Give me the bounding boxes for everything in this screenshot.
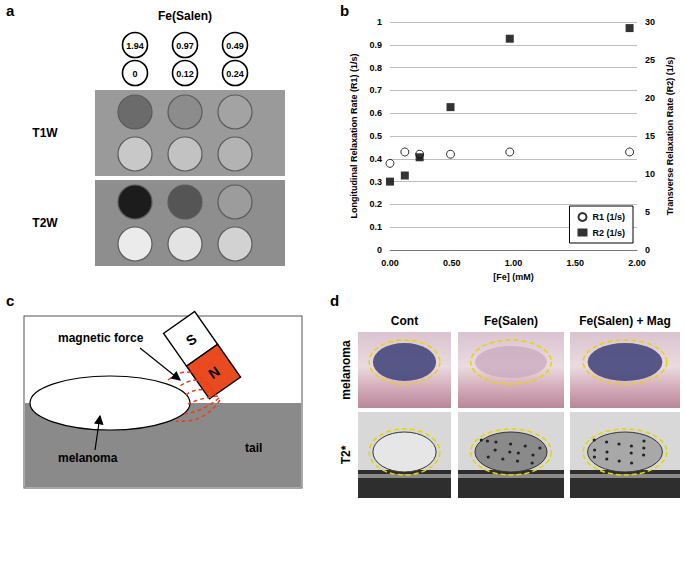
svg-text:0.9: 0.9 (369, 40, 382, 50)
svg-text:tail: tail (245, 441, 262, 455)
svg-text:0.3: 0.3 (369, 177, 382, 187)
svg-text:Longitudinal Relaxation Rate (: Longitudinal Relaxation Rate (R1) (1/s) (349, 53, 359, 218)
svg-text:Fe(Salen): Fe(Salen) (484, 314, 538, 328)
svg-text:1.94: 1.94 (126, 41, 144, 51)
svg-text:T2*: T2* (339, 445, 353, 464)
svg-text:0.12: 0.12 (176, 69, 194, 79)
svg-text:R2 (1/s): R2 (1/s) (592, 228, 625, 238)
svg-text:25: 25 (645, 55, 655, 65)
svg-text:Cont: Cont (391, 314, 418, 328)
svg-text:0.8: 0.8 (369, 63, 382, 73)
svg-text:0: 0 (645, 245, 650, 255)
svg-text:0.1: 0.1 (369, 222, 382, 232)
svg-text:[Fe] (mM): [Fe] (mM) (493, 272, 534, 282)
svg-text:magnetic force: magnetic force (58, 331, 144, 345)
svg-text:2.00: 2.00 (628, 258, 646, 268)
svg-text:R1 (1/s): R1 (1/s) (592, 212, 625, 222)
svg-text:b: b (340, 2, 349, 19)
svg-text:melanoma: melanoma (58, 451, 118, 465)
svg-text:Fe(Salen): Fe(Salen) (158, 9, 212, 23)
svg-text:0.00: 0.00 (381, 258, 399, 268)
svg-text:melanoma: melanoma (339, 340, 353, 400)
svg-text:T2W: T2W (32, 216, 58, 230)
svg-text:1.50: 1.50 (566, 258, 584, 268)
svg-text:d: d (330, 292, 339, 309)
svg-text:0.5: 0.5 (369, 131, 382, 141)
svg-text:0.6: 0.6 (369, 108, 382, 118)
svg-text:0.7: 0.7 (369, 85, 382, 95)
svg-text:0.50: 0.50 (443, 258, 461, 268)
svg-text:Fe(Salen) + Mag: Fe(Salen) + Mag (579, 314, 671, 328)
svg-text:0.24: 0.24 (226, 69, 244, 79)
svg-text:T1W: T1W (32, 126, 58, 140)
svg-text:0: 0 (132, 69, 137, 79)
svg-text:0.97: 0.97 (176, 41, 194, 51)
svg-text:30: 30 (645, 17, 655, 27)
svg-text:0.49: 0.49 (226, 41, 244, 51)
svg-text:Transverse Relaxation Rate (R2: Transverse Relaxation Rate (R2) (1/s) (665, 57, 675, 216)
svg-text:0: 0 (377, 245, 382, 255)
svg-text:a: a (6, 2, 15, 19)
svg-text:5: 5 (645, 207, 650, 217)
svg-text:10: 10 (645, 169, 655, 179)
svg-text:1.00: 1.00 (505, 258, 523, 268)
svg-text:0.2: 0.2 (369, 199, 382, 209)
svg-text:c: c (6, 292, 14, 309)
svg-text:S: S (183, 330, 200, 348)
svg-text:N: N (205, 363, 222, 382)
svg-text:0.4: 0.4 (369, 154, 382, 164)
svg-text:15: 15 (645, 131, 655, 141)
svg-text:20: 20 (645, 93, 655, 103)
svg-text:1: 1 (377, 17, 382, 27)
